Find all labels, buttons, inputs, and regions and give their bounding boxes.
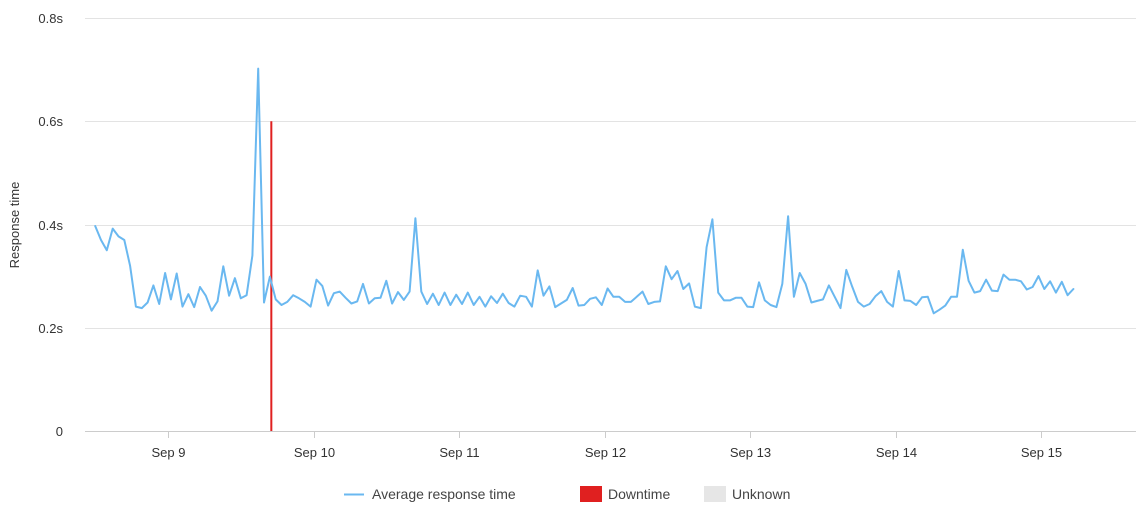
y-axis-title: Response time <box>7 182 22 269</box>
x-tick-label: Sep 11 <box>439 445 479 460</box>
series-layer <box>94 67 1075 315</box>
legend-label: Unknown <box>732 486 790 502</box>
legend[interactable]: Average response time Downtime Unknown <box>344 486 790 502</box>
y-tick-label: 0.6s <box>38 114 63 129</box>
y-tick-label: 0.8s <box>38 11 63 26</box>
x-tick-label: Sep 13 <box>730 445 771 460</box>
legend-label: Average response time <box>372 486 516 502</box>
x-tick-label: Sep 15 <box>1021 445 1062 460</box>
downtime-markers <box>270 121 273 431</box>
series-line-average-response-time <box>94 67 1075 315</box>
y-tick-label: 0.4s <box>38 218 63 233</box>
grid-lines <box>85 18 1136 329</box>
y-tick-label: 0.2s <box>38 321 63 336</box>
legend-item[interactable]: Unknown <box>704 486 790 502</box>
downtime-marker <box>270 121 273 431</box>
legend-label: Downtime <box>608 486 670 502</box>
x-tick-label: Sep 14 <box>876 445 917 460</box>
legend-swatch-box <box>704 486 726 502</box>
x-axis-ticks: Sep 9 Sep 10 Sep 11 Sep 12 Sep 13 Sep 14 Sep 1… <box>152 431 1062 460</box>
y-tick-label: 0 <box>56 424 63 439</box>
legend-swatch-box <box>580 486 602 502</box>
legend-item[interactable]: Downtime <box>580 486 670 502</box>
y-axis-ticks: 0 0.2s 0.4s 0.6s 0.8s <box>38 11 63 439</box>
legend-item[interactable]: Average response time <box>344 486 516 502</box>
x-tick-label: Sep 10 <box>294 445 335 460</box>
x-tick-label: Sep 12 <box>585 445 626 460</box>
x-tick-label: Sep 9 <box>152 445 186 460</box>
